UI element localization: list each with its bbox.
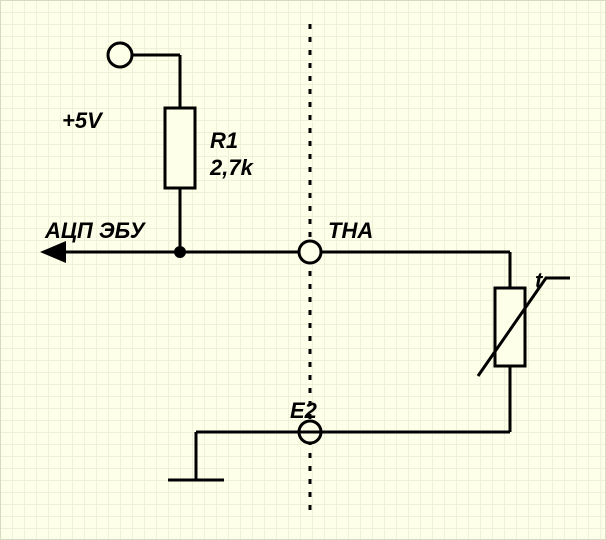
label-adc: АЦП ЭБУ [45, 218, 145, 243]
adc-arrowhead [40, 241, 66, 263]
label-tha: THA [328, 218, 373, 243]
supply-terminal [108, 43, 132, 67]
circuit-canvas: +5V R1 2,7k АЦП ЭБУ THA E2 t [0, 0, 606, 540]
label-e2: E2 [290, 398, 317, 423]
schematic-svg [0, 0, 606, 540]
label-supply: +5V [62, 108, 102, 133]
thermistor-body [495, 288, 525, 366]
label-r1-name: R1 [210, 128, 238, 153]
label-t: t [535, 268, 542, 293]
junction-node [174, 246, 186, 258]
connector-tha [299, 241, 321, 263]
resistor-r1 [165, 108, 195, 188]
label-r1-value: 2,7k [210, 155, 253, 180]
